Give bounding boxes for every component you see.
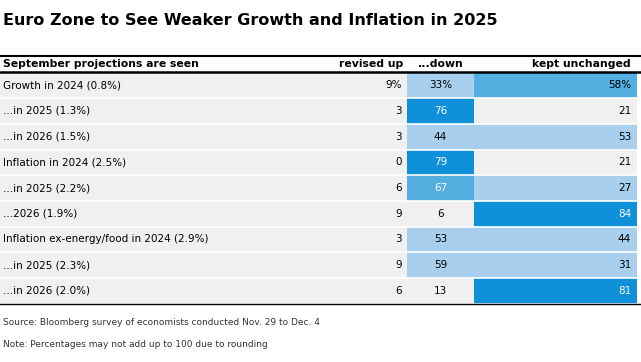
FancyBboxPatch shape xyxy=(0,98,320,124)
FancyBboxPatch shape xyxy=(474,150,637,175)
Text: ...2026 (1.9%): ...2026 (1.9%) xyxy=(3,209,78,219)
Text: 81: 81 xyxy=(618,286,631,296)
Text: Euro Zone to See Weaker Growth and Inflation in 2025: Euro Zone to See Weaker Growth and Infla… xyxy=(3,13,498,28)
Text: 27: 27 xyxy=(618,183,631,193)
FancyBboxPatch shape xyxy=(407,72,474,98)
FancyBboxPatch shape xyxy=(407,150,474,175)
FancyBboxPatch shape xyxy=(474,175,637,201)
FancyBboxPatch shape xyxy=(320,124,407,150)
Text: 76: 76 xyxy=(434,106,447,116)
FancyBboxPatch shape xyxy=(0,252,320,278)
FancyBboxPatch shape xyxy=(0,72,320,98)
Text: 6: 6 xyxy=(395,183,402,193)
Text: ...down: ...down xyxy=(417,59,463,69)
Text: 84: 84 xyxy=(618,209,631,219)
FancyBboxPatch shape xyxy=(474,98,637,124)
FancyBboxPatch shape xyxy=(474,227,637,252)
Text: 9: 9 xyxy=(395,209,402,219)
Text: revised up: revised up xyxy=(339,59,404,69)
Text: kept unchanged: kept unchanged xyxy=(533,59,631,69)
Text: ...in 2025 (1.3%): ...in 2025 (1.3%) xyxy=(3,106,90,116)
FancyBboxPatch shape xyxy=(407,175,474,201)
Text: 58%: 58% xyxy=(608,80,631,90)
FancyBboxPatch shape xyxy=(0,227,320,252)
Text: 44: 44 xyxy=(434,132,447,142)
FancyBboxPatch shape xyxy=(474,252,637,278)
FancyBboxPatch shape xyxy=(320,201,407,227)
Text: 3: 3 xyxy=(395,106,402,116)
FancyBboxPatch shape xyxy=(407,98,474,124)
Text: Note: Percentages may not add up to 100 due to rounding: Note: Percentages may not add up to 100 … xyxy=(3,340,268,349)
FancyBboxPatch shape xyxy=(320,72,407,98)
Text: 9%: 9% xyxy=(385,80,402,90)
Text: 33%: 33% xyxy=(429,80,452,90)
Text: ...in 2025 (2.3%): ...in 2025 (2.3%) xyxy=(3,260,90,270)
Text: 44: 44 xyxy=(618,235,631,244)
Text: 3: 3 xyxy=(395,235,402,244)
FancyBboxPatch shape xyxy=(0,124,320,150)
Text: 53: 53 xyxy=(618,132,631,142)
Text: 13: 13 xyxy=(434,286,447,296)
FancyBboxPatch shape xyxy=(407,124,474,150)
Text: 53: 53 xyxy=(434,235,447,244)
FancyBboxPatch shape xyxy=(474,278,637,304)
Text: ...in 2026 (1.5%): ...in 2026 (1.5%) xyxy=(3,132,90,142)
Text: 0: 0 xyxy=(395,157,402,167)
FancyBboxPatch shape xyxy=(407,201,474,227)
Text: Source: Bloomberg survey of economists conducted Nov. 29 to Dec. 4: Source: Bloomberg survey of economists c… xyxy=(3,318,320,327)
Text: 3: 3 xyxy=(395,132,402,142)
FancyBboxPatch shape xyxy=(407,252,474,278)
FancyBboxPatch shape xyxy=(320,175,407,201)
Text: Inflation ex-energy/food in 2024 (2.9%): Inflation ex-energy/food in 2024 (2.9%) xyxy=(3,235,209,244)
FancyBboxPatch shape xyxy=(407,278,474,304)
FancyBboxPatch shape xyxy=(0,278,320,304)
Text: 67: 67 xyxy=(434,183,447,193)
FancyBboxPatch shape xyxy=(320,252,407,278)
Text: ...in 2026 (2.0%): ...in 2026 (2.0%) xyxy=(3,286,90,296)
Text: 6: 6 xyxy=(437,209,444,219)
Text: 79: 79 xyxy=(434,157,447,167)
FancyBboxPatch shape xyxy=(407,227,474,252)
Text: 59: 59 xyxy=(434,260,447,270)
FancyBboxPatch shape xyxy=(474,201,637,227)
FancyBboxPatch shape xyxy=(0,201,320,227)
FancyBboxPatch shape xyxy=(320,150,407,175)
FancyBboxPatch shape xyxy=(474,72,637,98)
Text: ...in 2025 (2.2%): ...in 2025 (2.2%) xyxy=(3,183,90,193)
FancyBboxPatch shape xyxy=(320,278,407,304)
Text: 21: 21 xyxy=(618,106,631,116)
FancyBboxPatch shape xyxy=(320,98,407,124)
FancyBboxPatch shape xyxy=(0,175,320,201)
Text: Growth in 2024 (0.8%): Growth in 2024 (0.8%) xyxy=(3,80,121,90)
Text: Inflation in 2024 (2.5%): Inflation in 2024 (2.5%) xyxy=(3,157,126,167)
FancyBboxPatch shape xyxy=(0,150,320,175)
FancyBboxPatch shape xyxy=(474,124,637,150)
Text: September projections are seen: September projections are seen xyxy=(3,59,199,69)
FancyBboxPatch shape xyxy=(320,227,407,252)
Text: 31: 31 xyxy=(618,260,631,270)
Text: 21: 21 xyxy=(618,157,631,167)
Text: 6: 6 xyxy=(395,286,402,296)
Text: 9: 9 xyxy=(395,260,402,270)
